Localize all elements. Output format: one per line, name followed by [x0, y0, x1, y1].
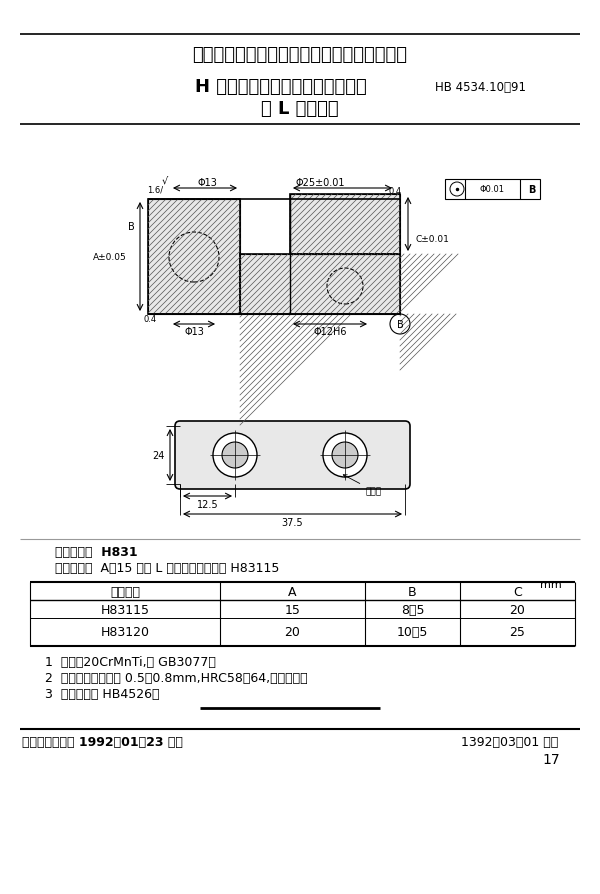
Text: A: A	[288, 586, 297, 599]
Text: 标刻处: 标刻处	[343, 476, 381, 495]
Circle shape	[222, 443, 248, 468]
Text: A±0.05: A±0.05	[93, 253, 127, 262]
Bar	[445, 180, 540, 199]
Circle shape	[332, 443, 358, 468]
Text: 1.6/: 1.6/	[147, 185, 163, 194]
Text: 17: 17	[542, 752, 560, 766]
Text: 1  材料：20CrMnTi,按 GB3077。: 1 材料：20CrMnTi,按 GB3077。	[45, 654, 216, 668]
Text: 15: 15	[284, 603, 301, 616]
Text: 中华人民共和国航空航天工业部航空工业标准: 中华人民共和国航空航天工业部航空工业标准	[193, 46, 407, 64]
Text: C: C	[513, 586, 522, 599]
Text: Φ13: Φ13	[197, 178, 217, 188]
Bar	[148, 199, 240, 315]
FancyBboxPatch shape	[175, 422, 410, 489]
Text: 分类代号：  H831: 分类代号： H831	[55, 544, 137, 558]
Text: C±0.01: C±0.01	[415, 235, 449, 244]
Text: H 型孔系组合夹具成组定位夹紧件: H 型孔系组合夹具成组定位夹紧件	[195, 78, 367, 96]
Text: HB 4534.10－91: HB 4534.10－91	[435, 80, 526, 93]
Text: H83115: H83115	[101, 603, 149, 616]
Text: √: √	[162, 175, 168, 185]
Text: 20: 20	[284, 626, 301, 639]
Text: 0.4: 0.4	[143, 314, 157, 323]
Text: 标记代号: 标记代号	[110, 586, 140, 599]
Text: mm: mm	[540, 579, 562, 589]
Text: 37.5: 37.5	[281, 518, 304, 527]
Text: 3  技术条件按 HB4526。: 3 技术条件按 HB4526。	[45, 687, 160, 700]
Text: 12.5: 12.5	[197, 500, 218, 510]
Text: Φ0.01: Φ0.01	[479, 185, 505, 194]
Bar	[290, 195, 400, 255]
Text: 10．5: 10．5	[397, 626, 428, 639]
Text: H83120: H83120	[101, 626, 149, 639]
Text: Φ13: Φ13	[184, 326, 204, 337]
Circle shape	[213, 434, 257, 477]
Text: B: B	[529, 185, 536, 195]
Circle shape	[323, 434, 367, 477]
Text: 25: 25	[509, 626, 526, 639]
Bar	[290, 195, 400, 255]
Text: B: B	[408, 586, 417, 599]
Text: 8．5: 8．5	[401, 603, 424, 616]
Text: 0.4: 0.4	[388, 187, 401, 197]
Bar	[240, 255, 400, 315]
Text: B: B	[128, 222, 135, 232]
Text: 航空航天工业部 1992－01－23 发布: 航空航天工业部 1992－01－23 发布	[22, 736, 183, 748]
Bar	[148, 199, 240, 315]
Text: 2  热处理：渗碳深度 0.5～0.8mm,HRC58～64,人工时效。: 2 热处理：渗碳深度 0.5～0.8mm,HRC58～64,人工时效。	[45, 670, 308, 684]
Text: Φ12H6: Φ12H6	[313, 326, 347, 337]
Text: 单 L 形定位器: 单 L 形定位器	[261, 100, 339, 118]
Text: 20: 20	[509, 603, 526, 616]
Bar	[240, 255, 400, 315]
Text: B: B	[397, 320, 403, 330]
Text: 标记示例：  A＝15 的单 L 形定位器的标记为 H83115: 标记示例： A＝15 的单 L 形定位器的标记为 H83115	[55, 561, 280, 575]
Text: 24: 24	[152, 451, 164, 460]
Text: 1392－03－01 实施: 1392－03－01 实施	[461, 736, 558, 748]
Text: Φ25±0.01: Φ25±0.01	[295, 178, 345, 188]
